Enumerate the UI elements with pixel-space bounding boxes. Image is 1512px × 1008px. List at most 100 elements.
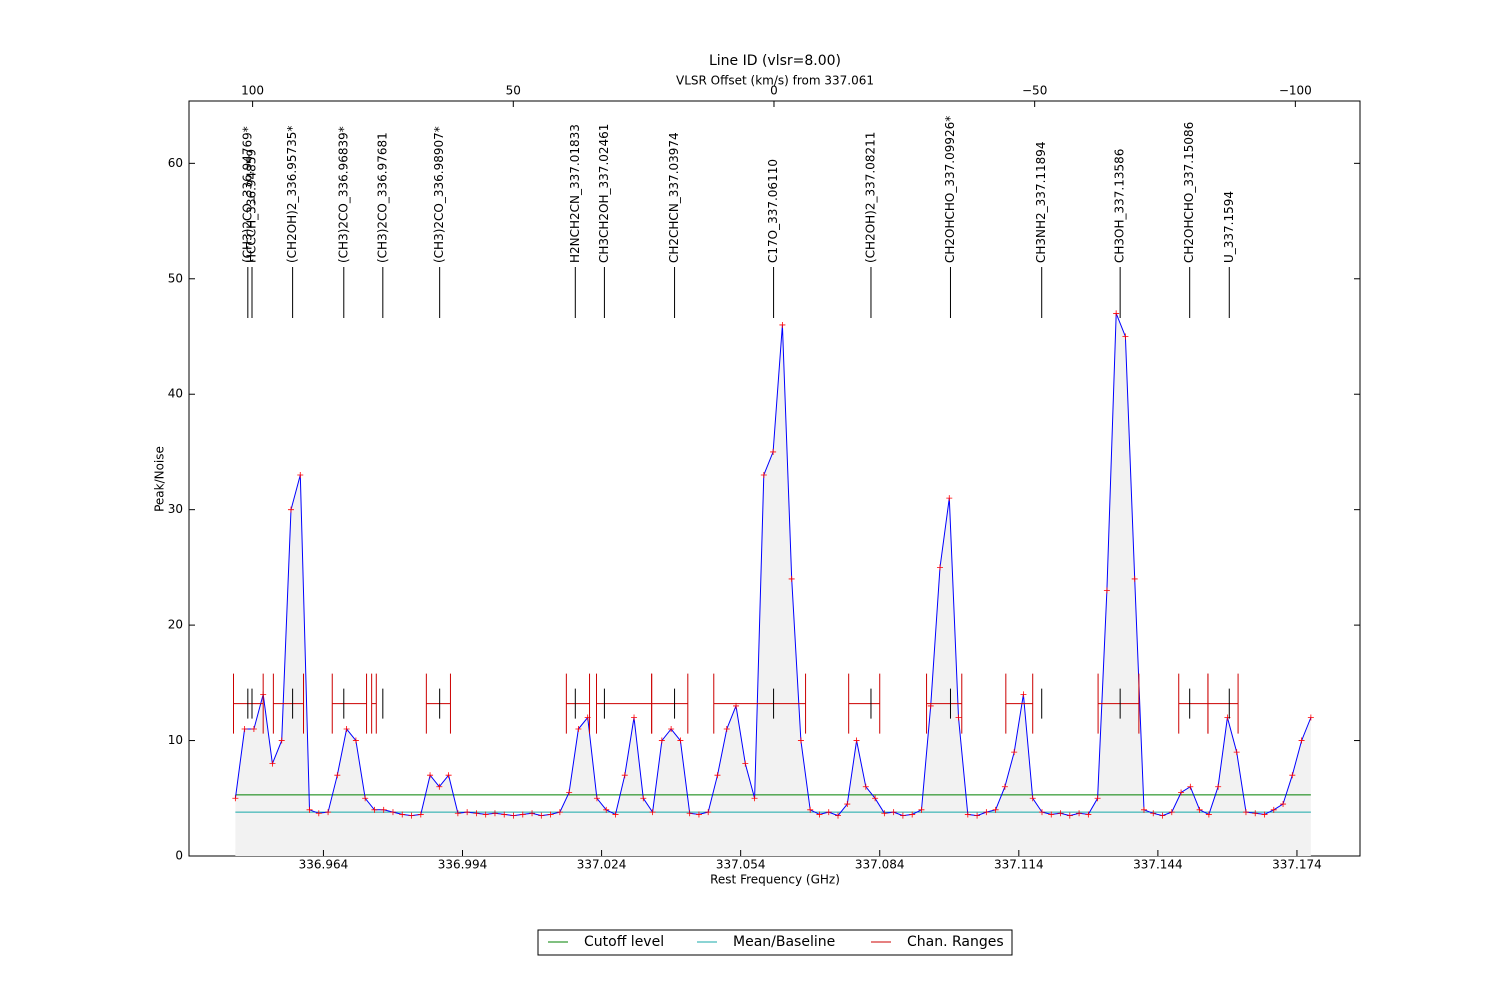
line-id-label: (CH2OH)2_336.95735* [285,126,299,263]
spectrum-marker [797,737,804,744]
line-id-label: U_337.1594 [1222,191,1236,263]
x-tick-label: 337.054 [716,858,766,872]
spectrum-marker [1270,806,1277,813]
spectrum-marker [454,810,461,817]
spectrum-marker [519,811,526,818]
spectrum-marker [278,737,285,744]
y-tick-label: 40 [168,387,183,401]
spectrum-marker [816,811,823,818]
spectrum-marker [343,726,350,733]
spectrum-marker [695,811,702,818]
spectrum-marker [389,809,396,816]
spectrum-marker [909,811,916,818]
spectrum-marker [250,726,257,733]
spectrum-marker [315,810,322,817]
spectrum-marker [631,714,638,721]
spectrum-marker [1131,575,1138,582]
spectrum-marker [649,809,656,816]
line-id-label: CH3OH_337.13586 [1113,149,1127,263]
spectrum-marker [899,812,906,819]
spectrum-marker [835,812,842,819]
line-id-label: (CH3)2CO_336.98907* [432,126,446,263]
spectrum-marker [1252,810,1259,817]
spectrum-marker [501,811,508,818]
spectrum-marker [621,772,628,779]
x2-tick-label: 50 [506,84,521,98]
spectrum-marker [1187,783,1194,790]
spectrum-marker [1085,811,1092,818]
spectrum-marker [779,321,786,328]
spectrum-marker [1029,795,1036,802]
spectrum-marker [1048,811,1055,818]
spectrum-marker [538,812,545,819]
line-id-label: HCCCH_336.94859 [245,149,259,263]
spectrum-marker [417,811,424,818]
spectrum-marker [788,575,795,582]
line-id-label: H2NCH2CN_337.01833 [568,124,582,263]
spectrum-marker [566,789,573,796]
chart-title: Line ID (vlsr=8.00) [709,53,841,69]
spectrum-marker [241,726,248,733]
spectrum-marker [1103,587,1110,594]
spectrum-marker [362,795,369,802]
spectrum-marker [1168,809,1175,816]
spectrum-marker [399,811,406,818]
x-tick-label: 337.024 [577,858,627,872]
x2-tick-label: 100 [241,84,264,98]
spectrum-marker [1122,333,1129,340]
x-tick-label: 337.114 [994,858,1044,872]
spectrum-marker [371,806,378,813]
spectrum-marker [1057,810,1064,817]
spectrum-marker [603,806,610,813]
spectrum-marker [936,564,943,571]
spectrum-marker [1233,749,1240,756]
spectrum-marker [427,772,434,779]
spectrum-marker [269,760,276,767]
y-axis-label: Peak/Noise [153,446,167,512]
spectrum-marker [918,806,925,813]
spectrum-marker [872,795,879,802]
spectrum-marker [464,809,471,816]
spectrum-marker [881,810,888,817]
spectrum-marker [705,809,712,816]
spectrum-marker [445,772,452,779]
spectrum-marker [473,810,480,817]
spectrum-area [235,313,1311,856]
x2-axis-label: VLSR Offset (km/s) from 337.061 [676,74,874,88]
spectrum-marker [807,806,814,813]
x-tick-label: 336.994 [438,858,488,872]
spectrum-marker [575,726,582,733]
x-tick-label: 337.174 [1272,858,1322,872]
line-id-label: (CH3)2CO_336.96839* [336,126,350,263]
spectrum-marker [306,806,313,813]
line-id-label: C17O_337.06110 [766,159,780,263]
spectrum-marker [1307,714,1314,721]
spectrum-marker [612,811,619,818]
legend-label: Mean/Baseline [733,934,835,950]
spectrum-marker [297,472,304,479]
spectrum-marker [510,812,517,819]
spectrum-marker [1001,783,1008,790]
y-tick-label: 50 [168,271,183,285]
spectrum-marker [677,737,684,744]
line-id-label: CH3NH2_337.11894 [1034,141,1048,263]
spectrum-marker [955,714,962,721]
spectrum-marker [1020,691,1027,698]
spectrum-marker [862,783,869,790]
spectrum-marker [751,795,758,802]
spectrum-marker [992,806,999,813]
spectrum-marker [974,812,981,819]
line-id-label: (CH2OH)2_337.08211 [863,132,877,263]
spectrum-marker [1261,811,1268,818]
x-tick-label: 336.964 [299,858,349,872]
spectrum-marker [1094,795,1101,802]
spectrum-marker [1178,789,1185,796]
spectrum-marker [1280,801,1287,808]
line-id-label: CH3CH2OH_337.02461 [597,124,611,263]
y-tick-label: 60 [168,156,183,170]
spectrum-marker [593,795,600,802]
line-id-label: CH2OHCHO_337.09926* [943,116,957,263]
line-id-label: CH2CHCN_337.03974 [667,132,681,263]
spectrum-marker [482,811,489,818]
